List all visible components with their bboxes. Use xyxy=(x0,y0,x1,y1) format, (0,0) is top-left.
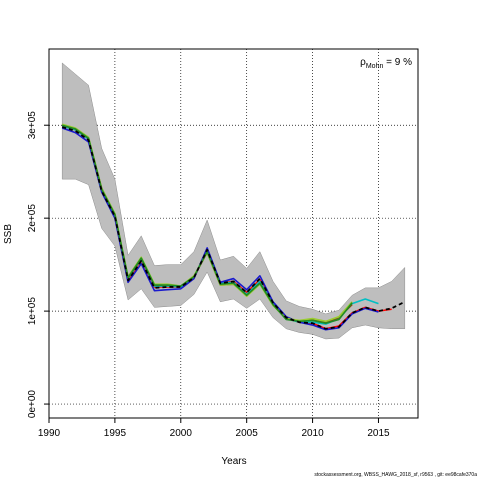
series-lines xyxy=(61,123,406,331)
y-tick-label: 2e+05 xyxy=(27,204,38,233)
x-tick-label: 1990 xyxy=(38,428,61,439)
confidence-band xyxy=(61,62,406,340)
rho-symbol: ρ xyxy=(360,57,366,68)
x-tick-label: 2015 xyxy=(367,428,390,439)
confidence-band-area xyxy=(61,62,406,340)
y-tick-label: 0e+00 xyxy=(27,390,38,419)
footer-credit: stockassessment.org, WBSS_HAWG_2018_sf, … xyxy=(314,472,477,478)
x-tick-label: 2000 xyxy=(170,428,193,439)
grid-lines xyxy=(49,49,418,418)
x-axis: 1990 1995 2000 2005 2010 2015 xyxy=(38,418,390,439)
x-tick-label: 2005 xyxy=(236,428,259,439)
x-tick-label: 1995 xyxy=(104,428,127,439)
y-tick-label: 1e+05 xyxy=(27,297,38,326)
series-line xyxy=(61,126,406,330)
mohn-rho-annotation: ρMohn = 9 % xyxy=(360,57,412,70)
y-axis: 0e+00 1e+05 2e+05 3e+05 xyxy=(27,111,49,418)
y-tick-label: 3e+05 xyxy=(27,111,38,140)
rho-subscript: Mohn xyxy=(366,63,384,70)
y-axis-title: SSB xyxy=(3,224,14,244)
x-tick-label: 2010 xyxy=(301,428,324,439)
rho-value: = 9 % xyxy=(383,57,412,68)
x-axis-title: Years xyxy=(221,456,246,467)
plot-frame xyxy=(48,48,419,419)
